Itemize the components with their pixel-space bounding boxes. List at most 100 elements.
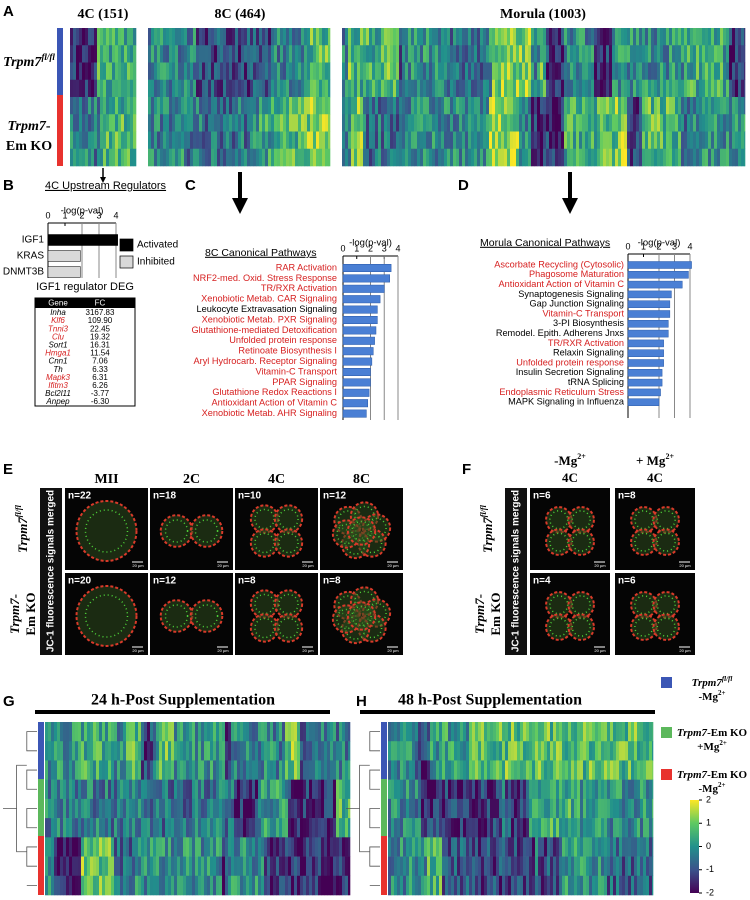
heatmap-cell — [559, 779, 563, 800]
heatmap-cell — [738, 28, 742, 46]
heatmap-cell — [111, 837, 115, 857]
heatmap-cell — [438, 79, 442, 98]
heatmap-cell — [210, 722, 214, 742]
category-label: Vitamin-C Transport — [255, 366, 337, 376]
heatmap-cell — [391, 798, 395, 819]
heatmap-cell — [510, 97, 514, 115]
heatmap-cell — [144, 722, 148, 742]
gene: Hmga1 — [45, 349, 71, 358]
heatmap-cell — [561, 28, 565, 46]
text-part: fl/fl — [479, 504, 488, 517]
heatmap-cell — [342, 45, 346, 63]
heatmap-cell — [292, 62, 296, 81]
heatmap-cell — [699, 45, 703, 63]
heatmap-cell — [100, 97, 104, 115]
heatmap-cell — [402, 28, 406, 46]
heatmap-cell — [174, 760, 178, 780]
heatmap-cell — [459, 62, 463, 81]
heatmap-cell — [540, 79, 544, 98]
heatmap-cell — [348, 722, 351, 742]
heatmap-cell — [90, 837, 94, 857]
heatmap-cell — [594, 97, 598, 115]
heatmap-cell — [268, 45, 272, 63]
heatmap-cell — [333, 875, 337, 896]
heatmap-cell — [589, 875, 593, 896]
x-tick-label: 3 — [672, 241, 677, 251]
heatmap-cell — [675, 62, 679, 81]
heatmap-cell — [559, 722, 563, 742]
heatmap-cell — [351, 131, 355, 150]
heatmap-cell — [690, 28, 694, 46]
heatmap-cell — [300, 798, 304, 819]
heatmap-cell — [375, 131, 379, 150]
heatmap-cell — [654, 79, 658, 98]
heatmap-cell — [495, 79, 499, 98]
heatmap-cell — [124, 114, 128, 132]
heatmap-cell — [549, 79, 553, 98]
heatmap-cell — [123, 779, 127, 800]
heatmap-cell — [262, 79, 266, 98]
heatmap-cell — [232, 45, 236, 63]
heatmap-cell — [372, 114, 376, 132]
heatmap-cell — [693, 28, 697, 46]
heatmap-cell — [78, 779, 82, 800]
heatmap-cell — [153, 722, 157, 742]
heatmap-cell — [652, 760, 654, 780]
heatmap-cell — [249, 837, 253, 857]
heatmap-cell — [408, 28, 412, 46]
heatmap-cell — [495, 28, 499, 46]
heatmap-cell — [681, 45, 685, 63]
heatmap-cell — [60, 760, 64, 780]
heatmap-cell — [534, 131, 538, 150]
heatmap-cell — [549, 62, 553, 81]
heatmap-cell — [118, 79, 122, 98]
count-label: n=12 — [153, 576, 177, 587]
heatmap-cell — [271, 79, 275, 98]
heatmap-cell — [72, 760, 76, 780]
heatmap-cell — [738, 79, 742, 98]
heatmap-cell — [309, 875, 313, 896]
heatmap-cell — [244, 45, 248, 63]
heatmap-cell — [606, 45, 610, 63]
heatmap-cell — [199, 28, 203, 46]
heatmap-cell — [301, 79, 305, 98]
heatmap-cell — [243, 837, 247, 857]
heatmap-cell — [586, 741, 590, 761]
heatmap-cell — [570, 131, 574, 150]
heatmap-cell — [507, 148, 511, 167]
heatmap-cell — [489, 62, 493, 81]
gene: Clu — [52, 332, 65, 341]
heatmap-cell — [699, 97, 703, 115]
heatmap-cell — [133, 114, 137, 132]
heatmap-cell — [472, 818, 476, 838]
heatmap-cell — [283, 148, 287, 167]
heatmap-cell — [472, 875, 476, 896]
heatmap-cell — [82, 79, 86, 98]
heatmap-cell — [271, 28, 275, 46]
heatmap-cell — [184, 131, 188, 150]
heatmap-cell — [214, 148, 218, 167]
heatmap-cell — [636, 62, 640, 81]
heatmap-cell — [411, 131, 415, 150]
heatmap-cell — [453, 148, 457, 167]
heatmap-cell — [57, 798, 61, 819]
heatmap-cell — [114, 741, 118, 761]
heatmap-cell — [183, 856, 187, 877]
heatmap-cell — [109, 79, 113, 98]
heatmap-cell — [625, 818, 629, 838]
heatmap-cell — [574, 779, 578, 800]
heatmap-cell — [247, 28, 251, 46]
heatmap-cell — [556, 722, 560, 742]
heatmap-cell — [643, 741, 647, 761]
heatmap-cell — [154, 79, 158, 98]
heatmap-cell — [631, 779, 635, 800]
heatmap-cell — [684, 79, 688, 98]
heatmap-cell — [223, 148, 227, 167]
heatmap-cell — [190, 45, 194, 63]
heatmap-cell — [430, 760, 434, 780]
category-label: Xenobiotic Metab. PXR Signaling — [202, 314, 337, 324]
heatmap-cell — [229, 62, 233, 81]
heatmap-cell — [520, 818, 524, 838]
text-part: Trpm7 — [480, 517, 495, 553]
heatmap-cell — [384, 148, 388, 167]
